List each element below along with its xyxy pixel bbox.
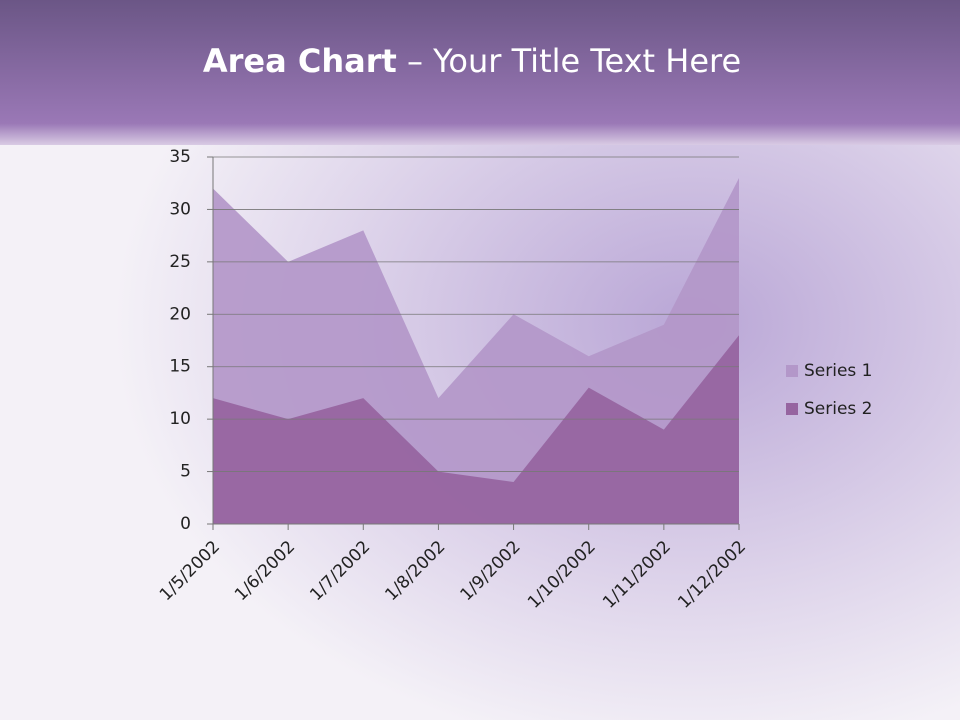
y-tick-label: 15 [169,357,191,377]
y-tick-label: 25 [169,252,191,272]
y-tick-label: 20 [169,304,191,324]
area [213,335,739,524]
legend-label: Series 1 [804,361,873,381]
y-tick-label: 30 [169,199,191,219]
y-tick-label: 0 [180,514,191,534]
y-tick-label: 10 [169,409,191,429]
legend-label: Series 2 [804,399,873,419]
y-tick-label: 35 [169,147,191,167]
title-band [0,0,960,145]
slide-title: Area Chart – Your Title Text Here [203,42,741,80]
legend-swatch [786,365,798,377]
legend-swatch [786,403,798,415]
y-tick-label: 5 [180,462,191,482]
